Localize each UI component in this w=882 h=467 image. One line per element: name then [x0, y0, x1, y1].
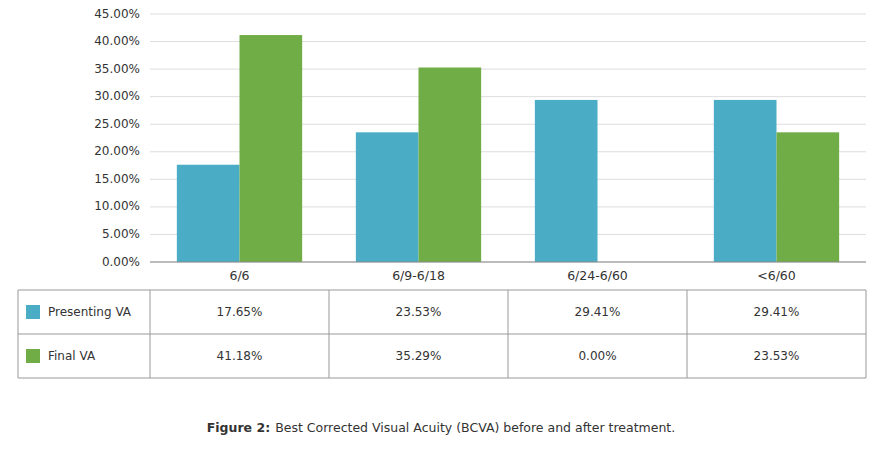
- y-tick-label: 0.00%: [102, 255, 140, 269]
- caption-title: Figure 2:: [207, 420, 270, 435]
- y-tick-label: 15.00%: [94, 172, 140, 186]
- table-border: [18, 378, 866, 379]
- x-tick-label: 6/24-6/60: [567, 268, 628, 283]
- data-table: Presenting VA 17.65% 23.53% 29.41% 29.41% Fin…: [18, 290, 866, 378]
- table-value: 35.29%: [396, 349, 442, 363]
- legend-label: Presenting VA: [48, 305, 132, 319]
- table-border: [18, 290, 19, 378]
- x-axis-line: [150, 262, 866, 263]
- y-tick-label: 40.00%: [94, 34, 140, 48]
- table-value: 23.53%: [396, 305, 442, 319]
- chart-container: 0.00% 5.00% 10.00% 15.00% 20.00% 25.00% 30.00%…: [0, 0, 882, 467]
- grid-line: [150, 14, 866, 15]
- table-border: [329, 290, 330, 378]
- table-value: 29.41%: [754, 305, 800, 319]
- table-value: 17.65%: [217, 305, 263, 319]
- table-border: [150, 290, 151, 378]
- bar: [419, 68, 482, 262]
- legend-swatch: [26, 349, 40, 363]
- y-tick-label: 5.00%: [102, 227, 140, 241]
- table-value: 23.53%: [754, 349, 800, 363]
- grid-line: [150, 262, 866, 263]
- bar: [356, 132, 419, 262]
- x-axis: 6/6 6/9-6/18 6/24-6/60 <6/60: [150, 262, 866, 283]
- y-tick-label: 30.00%: [94, 89, 140, 103]
- bar: [240, 35, 303, 262]
- x-tick-label: 6/6: [229, 268, 249, 283]
- grid: [150, 14, 866, 262]
- table-value: 41.18%: [217, 349, 263, 363]
- y-tick-label: 10.00%: [94, 199, 140, 213]
- table-border: [18, 290, 866, 291]
- x-tick-label: <6/60: [757, 268, 796, 283]
- table-border: [18, 334, 866, 335]
- y-tick-label: 35.00%: [94, 62, 140, 76]
- legend-swatch: [26, 305, 40, 319]
- caption: Figure 2: Best Corrected Visual Acuity (B…: [207, 420, 675, 435]
- caption-text: Best Corrected Visual Acuity (BCVA) befo…: [275, 420, 675, 435]
- bar: [535, 100, 598, 262]
- bar: [714, 100, 777, 262]
- y-tick-label: 45.00%: [94, 7, 140, 21]
- bar: [177, 165, 240, 262]
- table-value: 29.41%: [575, 305, 621, 319]
- table-border: [508, 290, 509, 378]
- y-axis: 0.00% 5.00% 10.00% 15.00% 20.00% 25.00% 30.00%…: [94, 7, 140, 269]
- x-tick-label: 6/9-6/18: [392, 268, 445, 283]
- y-tick-label: 25.00%: [94, 117, 140, 131]
- chart-svg: 0.00% 5.00% 10.00% 15.00% 20.00% 25.00% 30.00%…: [0, 0, 882, 467]
- table-border: [687, 290, 688, 378]
- table-value: 0.00%: [578, 349, 616, 363]
- y-tick-label: 20.00%: [94, 144, 140, 158]
- bar: [777, 132, 840, 262]
- legend-label: Final VA: [48, 349, 96, 363]
- bars: [177, 35, 839, 262]
- table-border: [866, 290, 867, 378]
